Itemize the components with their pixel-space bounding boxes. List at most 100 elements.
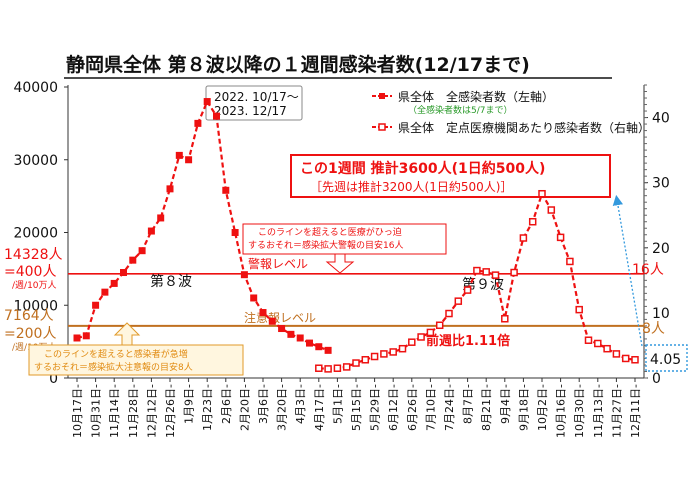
x-tick-label: 10月31日-	[90, 384, 103, 438]
data-point	[194, 119, 202, 127]
x-tick-label: 11月14日-	[108, 384, 121, 438]
right-tick-label: 40	[652, 111, 670, 127]
data-point	[528, 217, 537, 226]
x-tick-label: 9月4日-	[499, 384, 512, 424]
left-tick-label: 40000	[13, 80, 58, 96]
x-tick-label: 2月6日-	[220, 384, 233, 424]
data-point	[231, 229, 239, 236]
data-point	[594, 339, 602, 348]
data-point	[92, 301, 100, 309]
week-ratio-label: 前週比1.11倍	[426, 333, 510, 349]
data-point	[473, 266, 481, 275]
data-point	[324, 365, 332, 373]
data-point	[454, 297, 463, 305]
left-tick-label: 20000	[13, 226, 58, 242]
data-point	[213, 112, 220, 120]
left-tick-label: 0	[49, 371, 58, 387]
data-point	[315, 343, 323, 351]
data-point	[185, 156, 193, 164]
series-total-cases	[73, 98, 332, 354]
x-tick-label: 12月12日-	[145, 384, 158, 438]
data-point	[389, 348, 397, 356]
data-point	[566, 257, 574, 266]
data-point	[240, 271, 248, 279]
data-point	[138, 247, 146, 255]
data-point	[370, 352, 379, 361]
data-point	[538, 189, 546, 198]
data-point	[510, 268, 518, 277]
x-tick-label: 5月1日-	[331, 384, 344, 424]
x-tick-label: 1月23日-	[201, 384, 214, 431]
legend-series2-label: 県全体 定点医療機関あたり感染者数（右軸）	[398, 120, 650, 135]
svg-text:このラインを超えると感染者が急増: このラインを超えると感染者が急増	[44, 348, 188, 360]
alert-right-label: 16人	[632, 262, 664, 278]
data-point	[110, 279, 118, 287]
x-tick-label: 10月17日-	[71, 384, 84, 438]
data-point	[575, 305, 583, 314]
svg-text:7164人: 7164人	[4, 308, 54, 324]
x-tick-label: 4月17日-	[313, 384, 326, 431]
wave8-label: 第８波	[150, 273, 192, 290]
alert-line-label: 警報レベル	[248, 256, 308, 271]
latest-value: 4.05	[650, 352, 681, 368]
data-point	[129, 256, 137, 264]
right-axis-ticks: 40 30 20 10 0	[644, 84, 670, 387]
x-axis-ticks: 10月17日- 10月31日- 11月14日- 11月28日- 12月12日- 12月26…	[71, 378, 642, 438]
alert-note: このラインを超えると医療がひっ迫 するおそれ＝感染拡大警報の目安16人	[242, 223, 447, 255]
x-tick-label: 10月2日-	[536, 384, 549, 431]
data-point	[73, 334, 81, 342]
legend-marker-filled	[379, 93, 385, 99]
data-point	[445, 309, 453, 318]
data-point	[101, 288, 109, 296]
svg-text:［先週は推計3200人(1日約500人)］: ［先週は推計3200人(1日約500人)］	[310, 179, 512, 194]
svg-text:=400人: =400人	[4, 264, 56, 280]
data-point	[157, 214, 165, 222]
legend-marker-hollow	[378, 123, 386, 131]
data-point	[333, 364, 342, 372]
data-point	[315, 364, 323, 372]
right-tick-label: 10	[652, 306, 670, 322]
data-point	[408, 338, 416, 346]
pointer-line	[612, 194, 643, 347]
data-point	[278, 325, 286, 333]
data-point	[296, 334, 304, 342]
x-tick-label: 3月20日-	[276, 384, 289, 431]
estimate-box: この1週間 推計3600人(1日約500人) ［先週は推計3200人(1日約50…	[290, 154, 611, 198]
data-point	[120, 269, 127, 277]
x-tick-label: 12月11日-	[629, 384, 642, 438]
data-point	[203, 98, 211, 106]
svg-text:このラインを超えると医療がひっ迫: このラインを超えると医療がひっ迫	[258, 226, 402, 238]
data-point	[435, 321, 444, 330]
caution-right-label: 8人	[642, 321, 665, 337]
x-tick-label: 7月24日-	[443, 384, 456, 431]
x-tick-label: 5月29日-	[369, 384, 382, 431]
period-box: 2022. 10/17～ 2023. 12/17	[205, 85, 303, 121]
x-tick-label: 8月21日-	[480, 384, 493, 431]
alert-left-label: 14328人 =400人 /週/10万人	[4, 247, 63, 291]
data-point	[584, 336, 593, 344]
svg-text:14328人: 14328人	[4, 247, 63, 263]
data-point	[324, 346, 332, 354]
x-tick-label: 9月18日-	[517, 384, 530, 431]
data-point	[621, 354, 630, 363]
caution-note: このラインを超えると感染者が急増 するおそれ＝感染拡大注意報の目安8人	[28, 344, 244, 376]
x-tick-label: 1月9日-	[183, 384, 196, 424]
left-tick-label: 10000	[13, 298, 58, 314]
data-point	[82, 332, 90, 340]
data-point	[222, 186, 230, 194]
data-point	[519, 234, 528, 242]
data-point	[501, 314, 509, 323]
data-point	[250, 294, 258, 302]
data-point	[426, 328, 435, 337]
alert-arrow	[325, 253, 355, 274]
legend-series1-note: （全感染者数は5/7まで）	[408, 104, 513, 116]
x-tick-label: 4月3日-	[294, 384, 307, 424]
right-tick-label: 0	[652, 371, 661, 387]
x-tick-label: 2月20日-	[238, 384, 251, 431]
chart-title: 静岡県全体 第８波以降の１週間感染者数(12/17まで)	[66, 53, 530, 76]
right-tick-label: 30	[652, 176, 670, 192]
svg-text:=200人: =200人	[4, 326, 56, 342]
data-point	[342, 363, 351, 371]
latest-value-box	[645, 344, 688, 372]
